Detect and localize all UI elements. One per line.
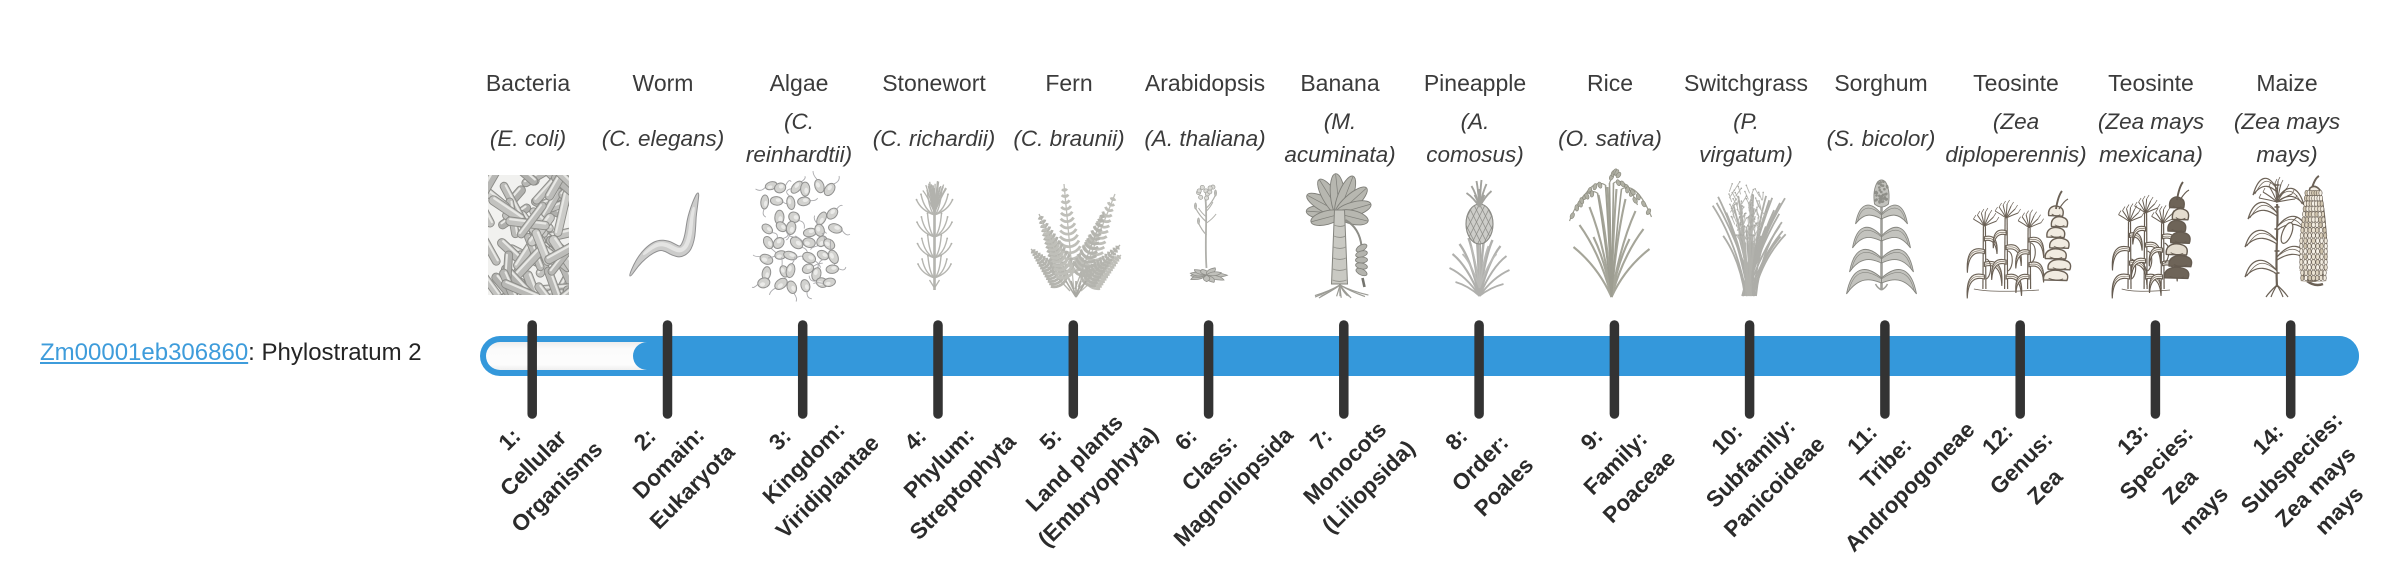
svg-text:13:Species:Zeamays: 13:Species:Zeamays — [2091, 398, 2245, 552]
svg-text:14:Subspecies:Zea maysmays: 14:Subspecies:Zea maysmays — [2212, 384, 2394, 566]
svg-text:8:Order:Poales: 8:Order:Poales — [1422, 405, 1538, 521]
svg-text:12:Genus:Zea: 12:Genus:Zea — [1961, 403, 2081, 523]
